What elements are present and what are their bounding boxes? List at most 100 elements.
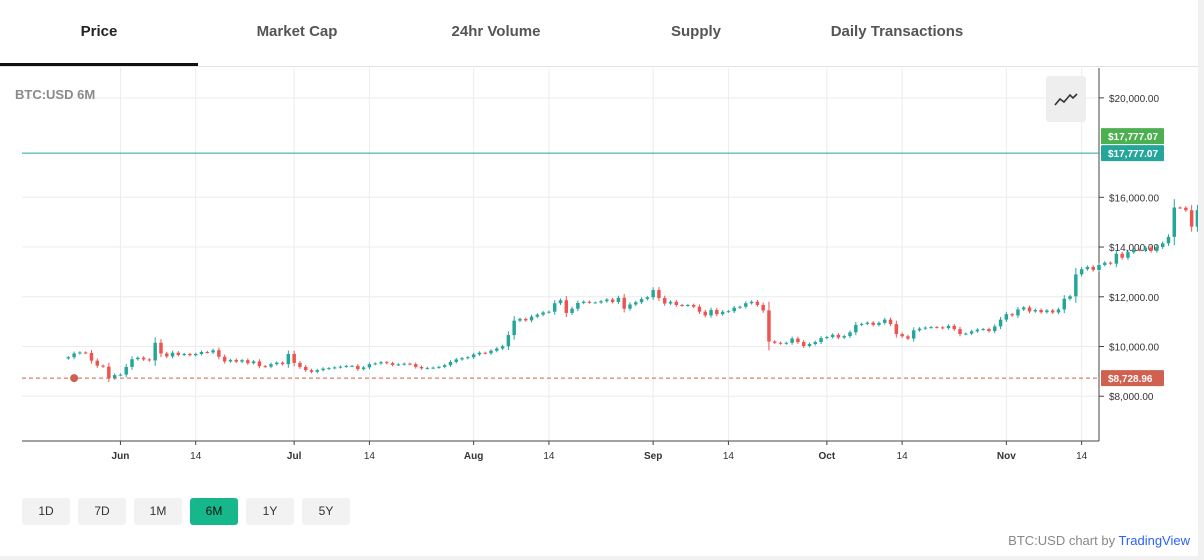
x-tick-label: Nov bbox=[997, 451, 1016, 462]
candle-body bbox=[263, 366, 267, 368]
candle-body bbox=[686, 304, 690, 306]
tradingview-credit: BTC:USD chart by TradingView bbox=[1008, 533, 1190, 548]
candle-body bbox=[147, 359, 152, 361]
candle-body bbox=[477, 352, 482, 355]
candle-body bbox=[894, 324, 899, 335]
tab-price[interactable]: Price bbox=[0, 0, 198, 66]
candle-body bbox=[1045, 310, 1049, 313]
low-price-label: $8,728.96 bbox=[1108, 374, 1153, 385]
candle-body bbox=[755, 301, 760, 305]
candle-body bbox=[512, 320, 516, 336]
range-1m-button[interactable]: 1M bbox=[134, 498, 182, 525]
candle-body bbox=[854, 324, 858, 333]
candle-body bbox=[228, 359, 233, 362]
candle-body bbox=[205, 351, 210, 353]
candle-body bbox=[732, 307, 736, 312]
candle-body bbox=[1056, 309, 1061, 313]
candle-body bbox=[327, 368, 331, 370]
candle-body bbox=[993, 326, 997, 332]
candle-body bbox=[964, 333, 968, 335]
candle-body bbox=[298, 362, 302, 367]
x-tick-label: Sep bbox=[644, 451, 662, 462]
candle-body bbox=[917, 328, 922, 331]
candle-body bbox=[975, 329, 980, 332]
tab-daily-transactions[interactable]: Daily Transactions bbox=[830, 23, 964, 40]
candle-body bbox=[1149, 247, 1153, 251]
candle-body bbox=[130, 359, 134, 367]
candle-body bbox=[373, 363, 377, 365]
candle-body bbox=[251, 361, 256, 364]
tradingview-link[interactable]: TradingView bbox=[1118, 533, 1190, 548]
candle-body bbox=[628, 304, 632, 309]
candle-body bbox=[1103, 262, 1107, 265]
candle-body bbox=[257, 361, 262, 367]
candle-body bbox=[836, 334, 841, 338]
y-tick-label: $20,000.00 bbox=[1109, 94, 1159, 105]
candle-body bbox=[66, 357, 71, 359]
candle-body bbox=[176, 352, 181, 355]
candle-body bbox=[691, 304, 696, 307]
candle-body bbox=[940, 327, 945, 329]
candle-body bbox=[587, 301, 592, 303]
candle-body bbox=[1137, 249, 1142, 251]
candle-body bbox=[929, 327, 933, 329]
chart-type-button[interactable] bbox=[1046, 76, 1086, 122]
candle-body bbox=[118, 374, 123, 376]
candle-body bbox=[576, 302, 580, 309]
candle-body bbox=[454, 359, 459, 362]
candle-body bbox=[471, 354, 476, 358]
candle-body bbox=[935, 327, 939, 329]
candle-body bbox=[1097, 264, 1101, 270]
y-tick-label: $16,000.00 bbox=[1109, 193, 1159, 204]
candle-body bbox=[361, 367, 366, 370]
candle-body bbox=[390, 363, 395, 365]
candle-body bbox=[564, 300, 569, 313]
candle-body bbox=[414, 364, 418, 367]
candle-body bbox=[581, 301, 586, 303]
candle-body bbox=[1074, 274, 1078, 297]
candle-body bbox=[547, 311, 551, 313]
tab-24hr-volume[interactable]: 24hr Volume bbox=[451, 23, 541, 40]
candle-body bbox=[634, 302, 638, 305]
range-5y-button[interactable]: 5Y bbox=[302, 498, 350, 525]
candle-body bbox=[367, 364, 372, 368]
candle-body bbox=[1126, 252, 1130, 258]
candle-body bbox=[83, 352, 88, 354]
candle-body bbox=[72, 353, 76, 358]
candle-body bbox=[460, 358, 464, 360]
candle-body bbox=[801, 342, 806, 347]
candle-body bbox=[292, 353, 296, 363]
candle-body bbox=[778, 342, 783, 344]
candle-body bbox=[900, 334, 904, 337]
range-1d-button[interactable]: 1D bbox=[22, 498, 70, 525]
candle-body bbox=[697, 306, 702, 312]
last-price-label: $17,777.07 bbox=[1108, 132, 1158, 143]
candle-body bbox=[825, 337, 829, 339]
candle-body bbox=[923, 327, 928, 329]
x-tick-label: Aug bbox=[464, 451, 483, 462]
candle-body bbox=[518, 318, 522, 321]
candle-body bbox=[720, 311, 725, 315]
candle-body bbox=[1155, 247, 1159, 251]
candle-body bbox=[159, 342, 163, 354]
candle-body bbox=[998, 319, 1003, 327]
x-tick-label: Oct bbox=[819, 451, 836, 462]
candle-body bbox=[1021, 307, 1026, 310]
candle-body bbox=[744, 303, 748, 307]
candle-body bbox=[1132, 249, 1136, 253]
candle-body bbox=[807, 344, 812, 347]
range-7d-button[interactable]: 7D bbox=[78, 498, 126, 525]
price-chart[interactable]: $20,000.00 $16,000.00 $14,000.00 $12,000.00… bbox=[0, 67, 1198, 467]
candle-body bbox=[726, 311, 731, 313]
candle-body bbox=[813, 342, 818, 345]
candle-body bbox=[1172, 207, 1177, 237]
candle-body bbox=[489, 350, 493, 354]
candle-body bbox=[112, 375, 117, 379]
candle-body bbox=[309, 370, 314, 372]
range-6m-button[interactable]: 6M bbox=[190, 498, 238, 525]
tab-supply[interactable]: Supply bbox=[670, 23, 721, 40]
candle-body bbox=[958, 329, 962, 335]
tab-market-cap[interactable]: Market Cap bbox=[256, 23, 338, 40]
candle-body bbox=[338, 366, 343, 368]
range-1y-button[interactable]: 1Y bbox=[246, 498, 294, 525]
